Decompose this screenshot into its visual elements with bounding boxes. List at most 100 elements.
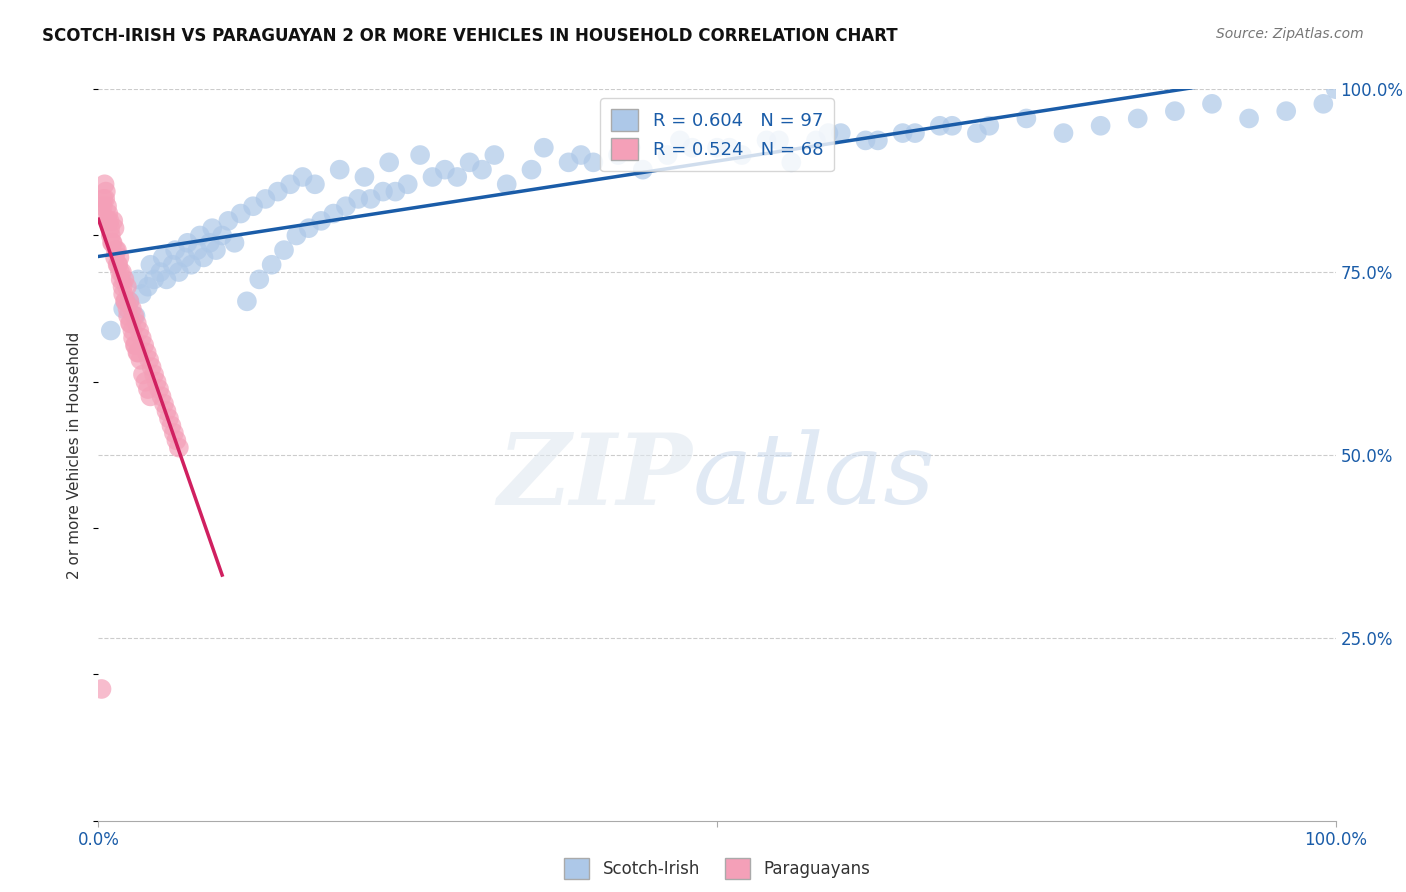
- Point: [619, 141, 641, 155]
- Point: [1164, 104, 1187, 119]
- Point: [569, 148, 592, 162]
- Point: [121, 301, 143, 316]
- Point: [128, 324, 150, 338]
- Point: [124, 338, 146, 352]
- Point: [174, 251, 197, 265]
- Point: [928, 119, 950, 133]
- Point: [582, 155, 605, 169]
- Point: [150, 389, 173, 403]
- Point: [780, 155, 803, 169]
- Point: [176, 235, 198, 250]
- Point: [90, 681, 112, 696]
- Point: [93, 178, 115, 192]
- Point: [409, 148, 432, 162]
- Point: [111, 279, 134, 293]
- Point: [97, 206, 120, 220]
- Point: [114, 294, 136, 309]
- Point: [706, 141, 728, 155]
- Point: [607, 148, 630, 162]
- Point: [242, 199, 264, 213]
- Point: [165, 243, 187, 257]
- Point: [118, 316, 141, 330]
- Point: [236, 294, 259, 309]
- Point: [329, 162, 352, 177]
- Text: Source: ZipAtlas.com: Source: ZipAtlas.com: [1216, 27, 1364, 41]
- Point: [107, 258, 129, 272]
- Point: [1201, 96, 1223, 111]
- Point: [108, 251, 131, 265]
- Point: [160, 418, 183, 433]
- Point: [755, 133, 778, 147]
- Point: [107, 258, 129, 272]
- Point: [433, 162, 456, 177]
- Text: SCOTCH-IRISH VS PARAGUAYAN 2 OR MORE VEHICLES IN HOUSEHOLD CORRELATION CHART: SCOTCH-IRISH VS PARAGUAYAN 2 OR MORE VEH…: [42, 27, 898, 45]
- Point: [94, 192, 117, 206]
- Point: [631, 162, 654, 177]
- Point: [141, 360, 163, 375]
- Point: [1275, 104, 1298, 119]
- Point: [125, 316, 148, 330]
- Point: [100, 228, 122, 243]
- Point: [855, 133, 877, 147]
- Point: [115, 279, 138, 293]
- Point: [1015, 112, 1038, 126]
- Point: [112, 272, 135, 286]
- Point: [122, 331, 145, 345]
- Point: [520, 162, 543, 177]
- Point: [804, 133, 827, 147]
- Point: [145, 375, 167, 389]
- Point: [121, 324, 143, 338]
- Point: [136, 279, 159, 293]
- Point: [139, 389, 162, 403]
- Point: [124, 309, 146, 323]
- Point: [904, 126, 927, 140]
- Point: [353, 169, 375, 184]
- Point: [278, 178, 301, 192]
- Point: [891, 126, 914, 140]
- Point: [98, 214, 121, 228]
- Point: [134, 375, 156, 389]
- Point: [124, 309, 146, 323]
- Point: [304, 178, 326, 192]
- Point: [1237, 112, 1260, 126]
- Point: [112, 287, 135, 301]
- Point: [135, 345, 157, 359]
- Point: [127, 345, 149, 359]
- Point: [188, 228, 211, 243]
- Point: [260, 258, 283, 272]
- Point: [229, 206, 252, 220]
- Point: [110, 272, 132, 286]
- Point: [111, 265, 134, 279]
- Point: [830, 126, 852, 140]
- Point: [114, 294, 136, 309]
- Point: [285, 228, 308, 243]
- Point: [309, 214, 332, 228]
- Point: [186, 243, 208, 257]
- Point: [458, 155, 481, 169]
- Point: [104, 251, 127, 265]
- Point: [247, 272, 270, 286]
- Point: [103, 221, 125, 235]
- Point: [866, 133, 889, 147]
- Point: [495, 178, 517, 192]
- Point: [335, 199, 357, 213]
- Point: [91, 206, 114, 220]
- Point: [93, 192, 115, 206]
- Point: [254, 192, 277, 206]
- Point: [557, 155, 579, 169]
- Point: [127, 345, 149, 359]
- Point: [422, 169, 444, 184]
- Point: [198, 235, 221, 250]
- Point: [149, 265, 172, 279]
- Point: [117, 309, 139, 323]
- Point: [941, 119, 963, 133]
- Point: [157, 411, 180, 425]
- Point: [101, 235, 124, 250]
- Text: atlas: atlas: [692, 429, 935, 524]
- Point: [384, 185, 406, 199]
- Point: [101, 235, 124, 250]
- Point: [267, 185, 290, 199]
- Point: [118, 294, 141, 309]
- Point: [180, 258, 202, 272]
- Point: [104, 243, 127, 257]
